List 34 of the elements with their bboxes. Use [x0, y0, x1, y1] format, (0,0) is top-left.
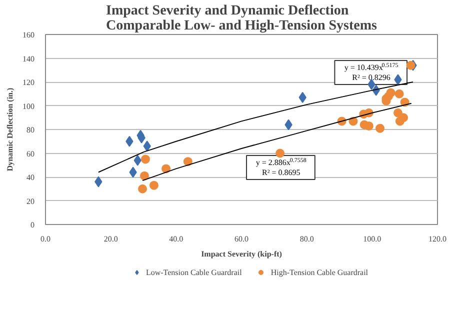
- chart-title: Impact Severity and Dynamic Deflection Comparable Low- and High-Tension Systems: [106, 4, 378, 34]
- y-tick-label: 120: [22, 78, 34, 87]
- y-tick-label: 20: [26, 196, 34, 206]
- point: [140, 154, 150, 164]
- point: [162, 164, 171, 174]
- point: [393, 108, 402, 118]
- point: [376, 124, 385, 133]
- y-tick-label: 160: [22, 30, 34, 40]
- point: [138, 184, 148, 194]
- point: [140, 171, 149, 180]
- point: [149, 180, 158, 190]
- x-tick-label: 40.0: [169, 234, 184, 244]
- x-tick-label: 120.0: [428, 234, 446, 244]
- x-tick-label: 20.0: [104, 234, 118, 244]
- y-tick-label: 80: [26, 126, 34, 134]
- point: [183, 157, 192, 166]
- point: [386, 88, 396, 98]
- point: [399, 113, 408, 122]
- x-tick-label: 100.0: [363, 234, 382, 244]
- legend-label: High-Tension Cable Guardrail: [270, 268, 368, 276]
- x-tick-label: 60.0: [234, 234, 248, 244]
- y-axis-title: Dynamic Deflection (in.): [6, 88, 14, 172]
- x-axis-title: Impact Severity (kip-ft): [201, 250, 282, 258]
- y-tick-label: 140: [22, 54, 34, 64]
- y-tick-label: 100: [22, 102, 34, 111]
- y-tick-label: 40: [26, 173, 34, 182]
- y-tick-label: 0: [30, 220, 34, 230]
- point: [276, 148, 285, 158]
- x-tick-label: 0.0: [40, 234, 50, 244]
- x-tick-label: 80.0: [300, 234, 314, 244]
- point: [406, 60, 416, 70]
- legend-label: Low-Tension Cable Guardrail: [146, 268, 242, 276]
- y-tick-label: 60: [26, 149, 34, 158]
- point: [394, 89, 404, 98]
